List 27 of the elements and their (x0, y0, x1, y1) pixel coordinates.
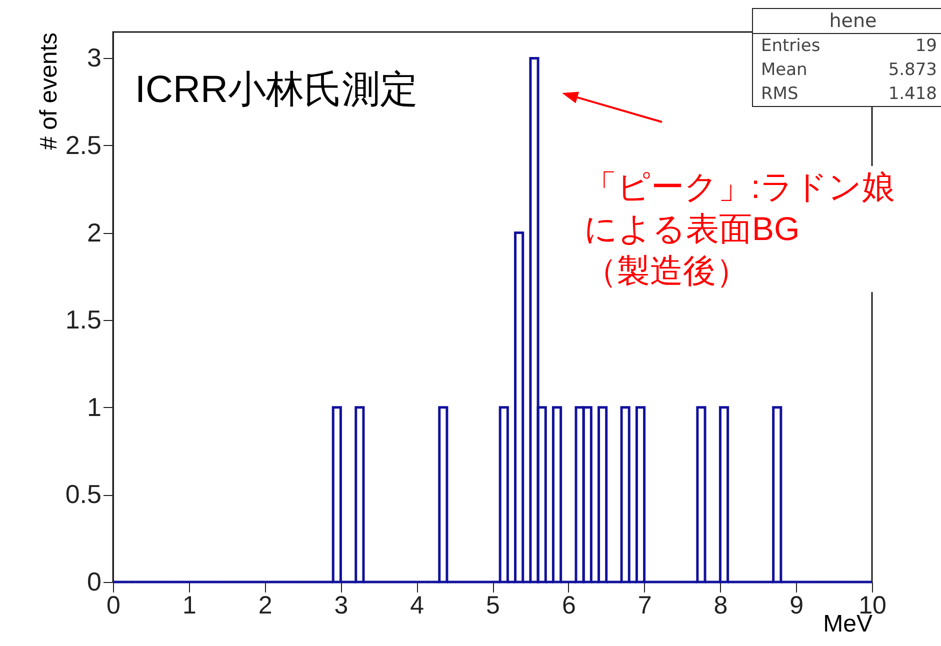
y-tick-label: 0 (87, 566, 102, 596)
x-tick-label: 6 (562, 592, 576, 620)
x-tick-label: 9 (790, 592, 804, 620)
y-axis-title: # of events (35, 32, 62, 150)
x-tick-label: 3 (334, 592, 348, 620)
x-tick-label: 0 (106, 592, 120, 620)
annotation: RMS (761, 83, 798, 106)
y-tick-label: 1 (87, 392, 102, 422)
x-tick-label: 2 (258, 592, 272, 620)
x-tick-label: 4 (410, 592, 424, 620)
y-tick-label: 3 (87, 42, 102, 73)
x-tick-label: 7 (638, 592, 652, 620)
text: 1.418 (888, 83, 937, 106)
x-tick-label: 5 (486, 592, 500, 620)
y-tick-label: 2 (87, 217, 102, 248)
x-tick-label: 1 (182, 592, 196, 620)
x-tick-label: 8 (714, 592, 728, 620)
text: 5.873 (888, 59, 937, 82)
text: hene (753, 9, 941, 34)
y-tick-label: 2.5 (65, 130, 102, 160)
annotation: Entries (761, 35, 820, 58)
text: 19 (915, 35, 937, 58)
y-tick-label: 1.5 (65, 304, 102, 335)
annotation: Mean (761, 59, 808, 82)
annotation: 「ピーク」:ラドン娘による表面BG（製造後） (584, 166, 896, 292)
annotation: ICRR小林氏測定 (135, 69, 418, 111)
y-tick-label: 0.5 (65, 479, 102, 510)
